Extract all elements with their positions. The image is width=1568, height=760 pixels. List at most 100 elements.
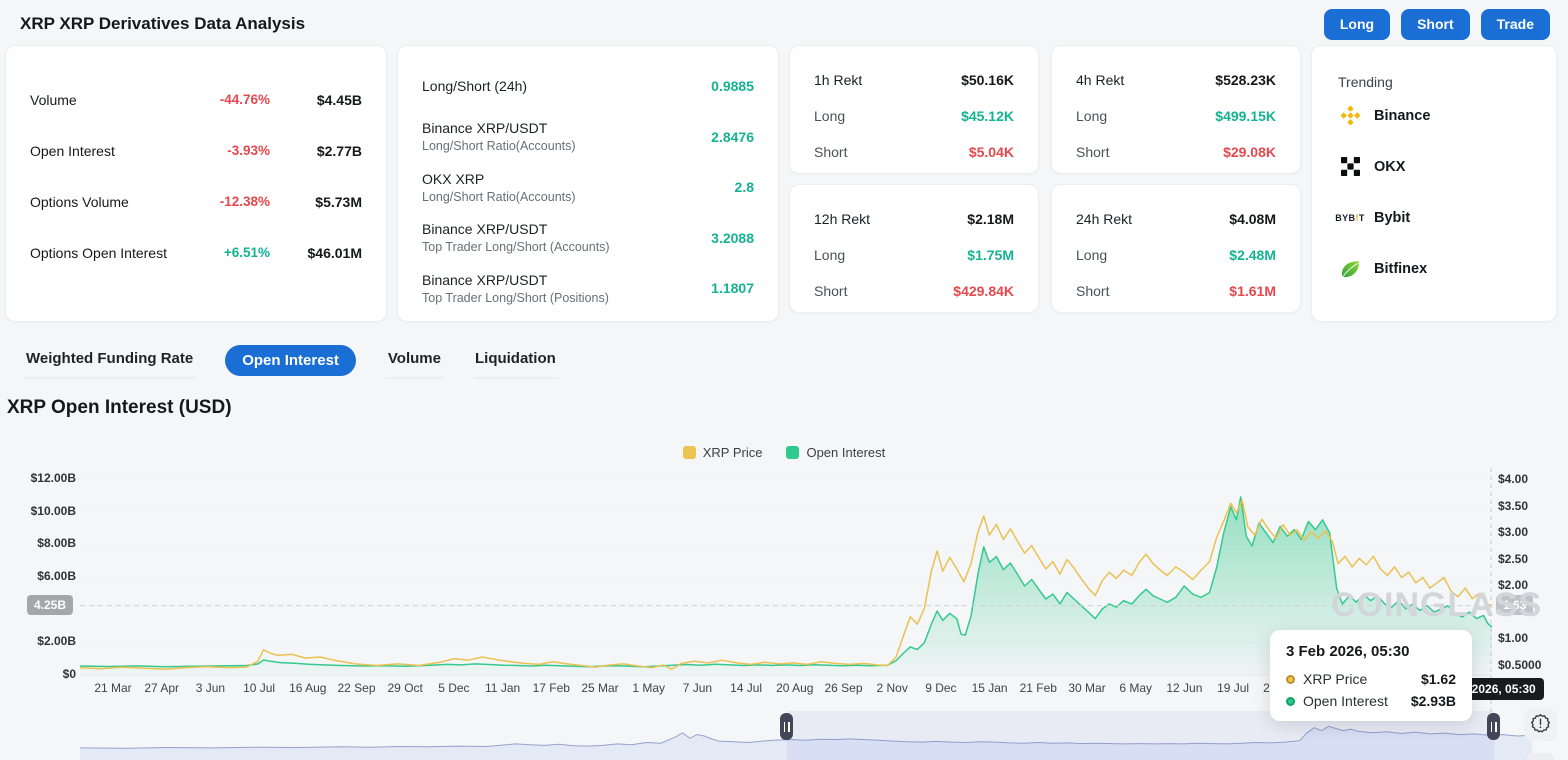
tooltip-value: $1.62 [1420,671,1456,687]
x-axis-tick: 12 Jun [1166,681,1203,695]
legend-label: XRP Price [702,445,763,460]
trade-button[interactable]: Trade [1480,8,1550,40]
tab-volume[interactable]: Volume [385,344,443,379]
okx-icon [1338,156,1362,177]
y-axis-left: $12.00B $10.00B $8.00B $6.00B $2.00B $0 [0,0,76,760]
y-axis-tick: $2.00B [37,634,76,649]
y-axis-tick: $6.00B [37,569,76,583]
y-axis-tick: $2.00 [1498,578,1529,592]
summary-cards: Volume -44.76% $4.45B Open Interest -3.9… [5,45,1557,322]
stat-label: Options Volume [30,193,129,210]
x-axis-tick: 5 Dec [438,681,470,695]
rekt-short-value: $5.04K [968,144,1014,160]
rekt-cards: 1h Rekt $50.16K Long $45.12K Short $5.04K 4… [789,45,1301,322]
ratio-title: Long/Short (24h) [422,78,528,95]
y-axis-tick: $3.50 [1498,498,1529,513]
y-axis-tick: $0.5000 [1498,657,1542,672]
stat-change: +6.51% [223,245,270,260]
xrp-price-swatch-icon [682,446,696,459]
y-axis-tick: $10.00B [30,503,76,518]
legend-label: Open Interest [806,445,886,460]
rekt-short-label: Short [1076,283,1110,299]
xrp-price-dot-icon [1286,674,1295,684]
x-axis-tick: 19 Jul [1217,681,1250,695]
y-axis-tick: $3.00 [1498,525,1529,539]
stat-label: Options Open Interest [30,244,167,261]
stat-change: -12.38% [219,194,270,209]
rekt-long-label: Long [814,108,846,124]
x-axis-tick: 21 Feb [1019,681,1057,695]
rekt-short-value: $1.61M [1229,283,1276,299]
y-axis-right: $4.00 $3.50 $3.00 $2.50 $2.00 $1.00 $0.5000 [1498,0,1568,760]
x-axis-tick: 1 May [632,681,666,695]
rekt-card-4h: 4h Rekt $528.23K Long $499.15K Short $29.08… [1051,45,1301,174]
rekt-title: 4h Rekt [1076,72,1125,88]
y-axis-tick: $2.50 [1498,551,1529,566]
short-button[interactable]: Short [1401,8,1470,40]
open-interest-line [79,496,1493,668]
ratio-subtitle: Long/Short Ratio(Accounts) [422,189,576,204]
stat-row-open-interest: Open Interest -3.93% $2.77B [30,125,362,176]
trending-item-label: OKX [1374,158,1406,175]
stat-label: Open Interest [30,142,115,159]
stat-row-options-open-interest: Options Open Interest +6.51% $46.01M [30,227,362,278]
rekt-long-label: Long [1076,108,1108,124]
bybit-icon: BYB! T [1335,212,1365,223]
chart-legend: XRP Price Open Interest [0,445,1568,460]
ratio-subtitle: Top Trader Long/Short (Positions) [422,290,609,305]
ratio-value: 0.9885 [711,78,754,95]
binance-icon [1338,104,1362,127]
tooltip-date: 3 Feb 2026, 05:30 [1286,643,1410,660]
stat-value: $4.45B [316,91,362,108]
y-axis-tick: $4.00 [1498,472,1529,486]
long-button[interactable]: Long [1323,8,1391,40]
x-axis-tick: 27 Apr [144,681,180,695]
rekt-total: $528.23K [1215,72,1276,88]
tooltip-row-oi: Open Interest $2.93B [1286,693,1456,709]
rekt-long-value: $2.48M [1229,247,1276,263]
ratio-title: Binance XRP/USDT [422,221,548,238]
current-value-badge-right: 1.63 [1496,595,1534,615]
rekt-short-label: Short [814,283,848,299]
x-axis-tick: 30 Mar [1068,681,1106,695]
navigator-handle-left[interactable] [780,713,793,740]
navigator-handle-right[interactable] [1487,713,1500,740]
navigator-line [79,725,1533,749]
x-axis-tick: 16 Aug [289,681,327,695]
open-interest-dot-icon [1286,696,1295,706]
legend-item-xrp-price[interactable]: XRP Price [682,445,763,460]
x-axis-tick: 14 Jul [730,681,763,695]
tab-liquidation[interactable]: Liquidation [472,344,558,379]
trending-item-label: Binance [1374,107,1431,124]
legend-item-open-interest[interactable]: Open Interest [786,445,885,460]
ratio-title: OKX XRP [422,170,485,187]
bitfinex-icon [1338,257,1362,281]
tooltip-value: $2.93B [1410,693,1456,709]
y-axis-tick: $1.00 [1498,631,1529,645]
trending-item-binance[interactable]: Binance [1338,90,1530,141]
tab-weighted-funding-rate[interactable]: Weighted Funding Rate [24,344,196,379]
tooltip-row-price: XRP Price $1.62 [1286,671,1456,687]
trending-item-label: Bitfinex [1374,260,1428,277]
ratio-row: OKX XRP Long/Short Ratio(Accounts) 2.8 [422,162,754,213]
rekt-card-1h: 1h Rekt $50.16K Long $45.12K Short $5.04K [789,45,1039,174]
trending-item-okx[interactable]: OKX [1338,141,1530,192]
trending-item-bitfinex[interactable]: Bitfinex [1338,243,1530,294]
market-stats-card: Volume -44.76% $4.45B Open Interest -3.9… [5,45,387,322]
header-actions: Long Short Trade [1323,8,1550,40]
ratio-row: Binance XRP/USDT Long/Short Ratio(Accoun… [422,112,754,163]
open-interest-area [80,497,1492,676]
alert-badge-button[interactable] [1524,708,1557,741]
chart-tabs: Weighted Funding Rate Open Interest Volu… [24,344,558,379]
tab-open-interest[interactable]: Open Interest [225,345,356,376]
x-axis-tick: 21 Mar [94,681,132,695]
rekt-long-value: $45.12K [961,108,1014,124]
y-axis-tick: $8.00B [37,536,76,551]
stat-row-volume: Volume -44.76% $4.45B [30,74,362,125]
navigator-area [80,726,1532,760]
camera-icon[interactable] [1527,753,1554,760]
trending-item-bybit[interactable]: BYB! T Bybit [1335,192,1530,243]
long-short-ratios-card: Long/Short (24h) 0.9885 Binance XRP/USDT… [397,45,779,322]
x-axis-tick: 29 Oct [387,681,423,695]
